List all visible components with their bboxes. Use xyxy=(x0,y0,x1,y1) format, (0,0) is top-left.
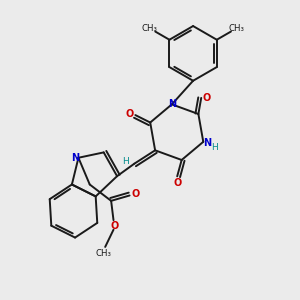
Text: N: N xyxy=(71,153,79,163)
Text: O: O xyxy=(202,93,211,103)
Text: H: H xyxy=(123,157,129,166)
Text: O: O xyxy=(125,109,134,118)
Text: CH₃: CH₃ xyxy=(142,24,158,33)
Text: N: N xyxy=(168,99,176,110)
Text: O: O xyxy=(131,189,140,199)
Text: O: O xyxy=(111,221,119,231)
Text: CH₃: CH₃ xyxy=(228,24,244,33)
Text: H: H xyxy=(211,143,218,152)
Text: N: N xyxy=(203,138,211,148)
Text: CH₃: CH₃ xyxy=(96,249,112,258)
Text: O: O xyxy=(173,178,181,188)
